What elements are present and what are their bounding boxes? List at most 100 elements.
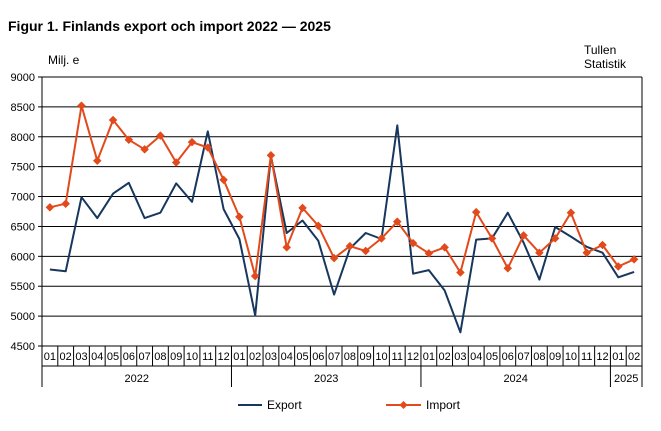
source-line-2: Statistik <box>584 57 627 71</box>
year-label: 2025 <box>614 373 638 385</box>
y-tick-label: 8000 <box>11 132 35 144</box>
data-point-import <box>329 253 339 263</box>
data-point-import <box>471 207 481 217</box>
x-tick-label: 03 <box>75 351 87 363</box>
data-point-import <box>235 212 244 222</box>
y-tick-label: 5000 <box>11 311 35 323</box>
plot-area <box>45 101 639 334</box>
data-point-import <box>298 203 307 213</box>
data-point-import <box>219 175 228 185</box>
data-point-import <box>45 202 55 212</box>
data-point-import <box>392 217 402 227</box>
x-tick-label: 02 <box>628 351 640 363</box>
source-note: Tullen Statistik <box>584 43 626 71</box>
x-axis: 01 02 03 04 05 06 07 08 09 10 11 12 01 02 03 04 05 06 07 08… <box>41 346 643 387</box>
data-point-import <box>345 241 355 251</box>
x-tick-label: 11 <box>202 351 213 363</box>
x-tick-label: 10 <box>565 351 577 363</box>
x-tick-label: 07 <box>139 351 151 363</box>
y-tick-label: 5500 <box>11 281 35 293</box>
data-point-import <box>487 234 497 243</box>
data-point-import <box>440 243 449 252</box>
x-tick-label: 11 <box>392 351 403 363</box>
x-tick-label: 05 <box>107 351 119 363</box>
series-line-import <box>49 104 635 278</box>
x-tick-label: 02 <box>249 351 261 363</box>
data-point-import <box>629 254 639 264</box>
x-tick-label: 05 <box>296 351 308 363</box>
data-point-import <box>156 131 165 140</box>
data-point-import <box>456 268 465 277</box>
data-point-import <box>250 271 260 281</box>
data-point-import <box>187 137 197 147</box>
x-tick-label: 11 <box>581 351 592 363</box>
x-tick-label: 12 <box>407 351 419 363</box>
x-tick-label: 01 <box>612 351 624 363</box>
x-tick-label: 12 <box>217 351 229 363</box>
chart-title: Figur 1. Finlands export och import 2022… <box>8 18 331 34</box>
data-point-import <box>203 143 213 152</box>
x-tick-label: 10 <box>186 351 198 363</box>
legend-marker-import <box>399 401 408 409</box>
x-tick-label: 09 <box>360 351 372 363</box>
x-tick-label: 07 <box>328 351 340 363</box>
data-point-import <box>108 115 118 125</box>
y-tick-label: 6500 <box>11 221 35 233</box>
y-tick-label: 8500 <box>11 102 35 114</box>
x-tick-label: 03 <box>265 351 277 363</box>
data-point-import <box>503 263 513 273</box>
x-tick-label: 06 <box>312 351 324 363</box>
data-point-import <box>535 248 544 258</box>
legend: Export Import <box>238 398 461 412</box>
data-point-import <box>266 150 276 160</box>
x-tick-label: 04 <box>281 351 293 363</box>
x-tick-label: 09 <box>549 351 561 363</box>
x-tick-label: 03 <box>454 351 466 363</box>
data-point-import <box>408 238 418 248</box>
data-point-import <box>550 234 560 243</box>
year-label: 2023 <box>314 373 338 385</box>
year-label: 2024 <box>503 373 527 385</box>
x-tick-label: 08 <box>154 351 166 363</box>
data-point-import <box>124 135 134 145</box>
data-point-import <box>424 248 434 258</box>
data-point-import <box>377 234 386 243</box>
series-line-export <box>49 124 635 334</box>
y-tick-label: 6000 <box>11 251 35 263</box>
data-point-import <box>613 262 623 271</box>
data-point-import <box>361 246 371 256</box>
x-tick-label: 10 <box>375 351 387 363</box>
data-point-import <box>313 221 323 231</box>
y-tick-label: 7000 <box>11 192 35 204</box>
y-axis-unit: Milj. e <box>48 53 80 67</box>
source-line-1: Tullen <box>584 43 617 57</box>
data-point-import <box>582 248 592 258</box>
legend-label-import: Import <box>426 398 461 412</box>
x-tick-label: 01 <box>233 351 245 363</box>
data-point-import <box>519 231 528 240</box>
data-point-import <box>566 208 576 218</box>
x-tick-label: 01 <box>423 351 435 363</box>
y-axis: 4500 5000 5500 6000 6500 7000 7500 8000 8500 9000… <box>11 53 643 387</box>
x-tick-label: 04 <box>470 351 482 363</box>
x-tick-label: 09 <box>170 351 182 363</box>
x-tick-label: 02 <box>439 351 451 363</box>
x-tick-label: 07 <box>517 351 529 363</box>
x-tick-label: 08 <box>533 351 545 363</box>
x-tick-label: 04 <box>91 351 103 363</box>
gridlines <box>42 76 642 347</box>
data-point-import <box>171 158 181 167</box>
x-tick-label: 08 <box>344 351 356 363</box>
data-point-import <box>92 156 102 166</box>
x-tick-label: 12 <box>596 351 608 363</box>
y-tick-label: 4500 <box>11 341 35 353</box>
data-point-import <box>282 243 292 252</box>
x-tick-label: 01 <box>44 351 56 363</box>
x-tick-label: 06 <box>502 351 514 363</box>
y-tick-label: 7500 <box>11 162 35 174</box>
data-point-import <box>598 240 607 250</box>
data-point-import <box>140 144 149 154</box>
x-tick-label: 05 <box>486 351 498 363</box>
legend-label-export: Export <box>267 398 302 412</box>
